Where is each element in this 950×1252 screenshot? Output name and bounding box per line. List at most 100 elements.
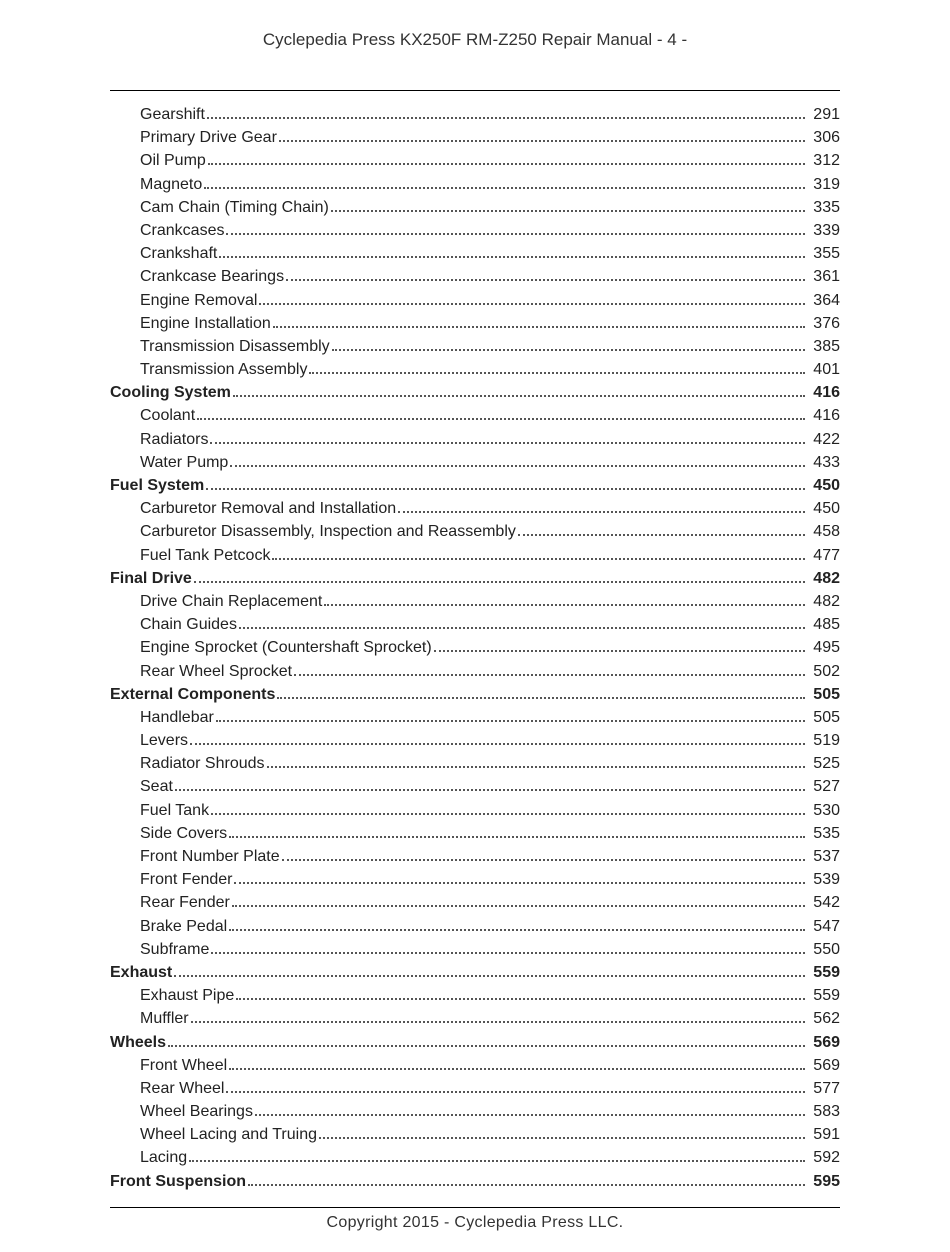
toc-leader-dots (226, 221, 805, 235)
toc-page-number: 376 (809, 312, 840, 335)
toc-label: Wheel Lacing and Truing (140, 1123, 317, 1146)
toc-label: Rear Wheel Sprocket (140, 660, 292, 683)
toc-label: Coolant (140, 404, 195, 427)
toc-label: Water Pump (140, 451, 228, 474)
bottom-rule (110, 1207, 840, 1208)
toc-row: Handlebar 505 (110, 706, 840, 729)
toc-row: Magneto319 (110, 173, 840, 196)
toc-label: Cam Chain (Timing Chain) (140, 196, 329, 219)
toc-page-number: 306 (809, 126, 840, 149)
toc-page-number: 416 (809, 381, 840, 404)
toc-page-number: 569 (809, 1031, 840, 1054)
toc-label: Side Covers (140, 822, 227, 845)
toc-row: Coolant416 (110, 404, 840, 427)
toc-page-number: 433 (809, 451, 840, 474)
toc-leader-dots (332, 336, 806, 350)
toc-label: Gearshift (140, 103, 205, 126)
toc-row: Engine Removal364 (110, 289, 840, 312)
toc-page-number: 595 (809, 1170, 840, 1193)
toc-label: Carburetor Disassembly, Inspection and R… (140, 520, 516, 543)
toc-label: Radiators (140, 428, 208, 451)
page-header: Cyclepedia Press KX250F RM-Z250 Repair M… (60, 30, 890, 50)
toc-leader-dots (191, 1009, 806, 1023)
toc-label: Muffler (140, 1007, 189, 1030)
toc-leader-dots (398, 499, 805, 513)
toc-label: Fuel Tank Petcock (140, 544, 270, 567)
toc-page-number: 450 (809, 497, 840, 520)
toc-row: Chain Guides485 (110, 613, 840, 636)
toc-row: Front Wheel569 (110, 1054, 840, 1077)
toc-leader-dots (211, 939, 805, 953)
toc-row: Cooling System416 (110, 381, 840, 404)
toc-leader-dots (236, 986, 805, 1000)
toc-page-number: 505 (809, 706, 840, 729)
toc-label: Wheels (110, 1031, 166, 1054)
toc-leader-dots (174, 963, 805, 977)
toc-page-number: 519 (809, 729, 840, 752)
toc-page-number: 482 (809, 590, 840, 613)
toc-row: External Components505 (110, 683, 840, 706)
toc-page-number: 385 (809, 335, 840, 358)
toc-leader-dots (216, 707, 805, 721)
toc-leader-dots (255, 1102, 805, 1116)
toc-leader-dots (206, 476, 805, 490)
toc-leader-dots (208, 151, 806, 165)
toc-label: Brake Pedal (140, 915, 227, 938)
toc-leader-dots (175, 777, 805, 791)
toc-page-number: 577 (809, 1077, 840, 1100)
toc-row: Muffler 562 (110, 1007, 840, 1030)
toc-page-number: 401 (809, 358, 840, 381)
toc-page-number: 591 (809, 1123, 840, 1146)
toc-leader-dots (226, 1078, 805, 1092)
toc-page-number: 458 (809, 520, 840, 543)
toc-label: Handlebar (140, 706, 214, 729)
toc-row: Lacing592 (110, 1146, 840, 1169)
toc-row: Engine Sprocket (Countershaft Sprocket)4… (110, 636, 840, 659)
toc-label: Carburetor Removal and Installation (140, 497, 396, 520)
toc-leader-dots (189, 1148, 805, 1162)
toc-row: Wheel Lacing and Truing 591 (110, 1123, 840, 1146)
toc-label: Rear Wheel (140, 1077, 224, 1100)
toc-page-number: 495 (809, 636, 840, 659)
toc-row: Oil Pump312 (110, 149, 840, 172)
toc-label: Lacing (140, 1146, 187, 1169)
toc-label: Exhaust (110, 961, 172, 984)
toc-leader-dots (211, 800, 805, 814)
toc-row: Brake Pedal 547 (110, 915, 840, 938)
toc-row: Drive Chain Replacement482 (110, 590, 840, 613)
toc-page-number: 547 (809, 915, 840, 938)
toc-leader-dots (434, 638, 806, 652)
toc-page-number: 562 (809, 1007, 840, 1030)
toc-row: Primary Drive Gear306 (110, 126, 840, 149)
toc-label: Oil Pump (140, 149, 206, 172)
toc-row: Transmission Assembly401 (110, 358, 840, 381)
toc-page-number: 530 (809, 799, 840, 822)
toc-leader-dots (319, 1125, 805, 1139)
toc-row: Wheels 569 (110, 1031, 840, 1054)
toc-leader-dots (331, 197, 806, 211)
toc-row: Front Number Plate537 (110, 845, 840, 868)
toc-page-number: 502 (809, 660, 840, 683)
toc-row: Rear Wheel 577 (110, 1077, 840, 1100)
toc-row: Rear Fender542 (110, 891, 840, 914)
toc-row: Transmission Disassembly385 (110, 335, 840, 358)
toc-leader-dots (518, 522, 805, 536)
toc-leader-dots (309, 360, 805, 374)
toc-row: Crankcases339 (110, 219, 840, 242)
toc-page-number: 291 (809, 103, 840, 126)
toc-page-number: 364 (809, 289, 840, 312)
toc-row: Engine Installation376 (110, 312, 840, 335)
toc-row: Wheel Bearings583 (110, 1100, 840, 1123)
toc-page-number: 361 (809, 265, 840, 288)
toc-label: Front Number Plate (140, 845, 280, 868)
toc-label: Crankcase Bearings (140, 265, 284, 288)
toc-page-number: 319 (809, 173, 840, 196)
toc-label: Wheel Bearings (140, 1100, 253, 1123)
toc-label: Front Suspension (110, 1170, 246, 1193)
toc-page-number: 539 (809, 868, 840, 891)
toc-leader-dots (204, 174, 805, 188)
toc-row: Final Drive482 (110, 567, 840, 590)
toc-row: Gearshift 291 (110, 103, 840, 126)
toc-label: Levers (140, 729, 188, 752)
toc-row: Front Suspension 595 (110, 1170, 840, 1193)
